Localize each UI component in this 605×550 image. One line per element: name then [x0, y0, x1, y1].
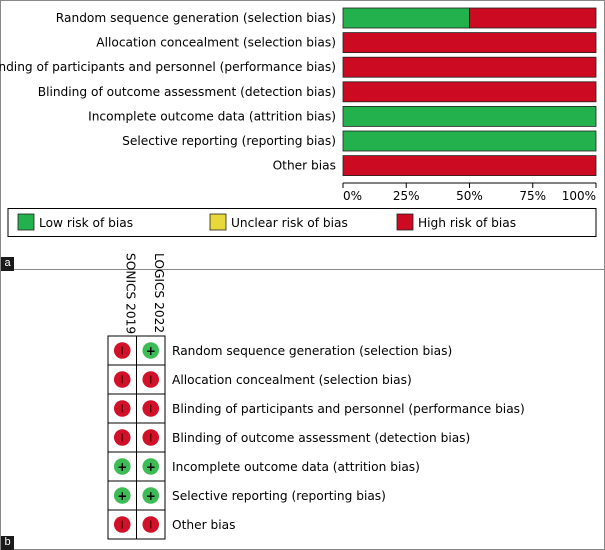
- legend-label-low: Low risk of bias: [39, 216, 133, 230]
- bar-segment-high: [469, 7, 597, 29]
- x-tick-label: 25%: [393, 189, 420, 203]
- bar-segment-high: [342, 155, 597, 177]
- bar-category-label: Other bias: [273, 159, 336, 173]
- bar-category-label: Incomplete outcome data (attrition bias): [88, 109, 336, 123]
- bar-category-label: Random sequence generation (selection bi…: [56, 11, 336, 25]
- x-tick-label: 75%: [519, 189, 546, 203]
- bar-segment-high: [342, 81, 597, 103]
- domain-label: Other bias: [172, 518, 235, 532]
- domain-label: Selective reporting (reporting bias): [172, 489, 386, 503]
- risk-of-bias-bar-chart: Random sequence generation (selection bi…: [0, 7, 597, 237]
- plus-symbol: +: [146, 344, 156, 358]
- plus-symbol: +: [117, 489, 127, 503]
- bar-category-label: Blinding of participants and personnel (…: [0, 60, 336, 74]
- study-header: SONICS 2019: [123, 253, 137, 334]
- domain-label: Random sequence generation (selection bi…: [172, 344, 452, 358]
- legend-label-unclear: Unclear risk of bias: [231, 216, 348, 230]
- legend-swatch-low: [17, 213, 35, 231]
- bar-segment-low: [342, 7, 470, 29]
- bar-segment-low: [342, 130, 597, 152]
- low-risk-dot: [142, 487, 160, 504]
- risk-of-bias-summary-table: SONICS 2019 LOGICS 2022 Random sequence ge…: [107, 253, 525, 540]
- x-tick-label: 100%: [562, 189, 596, 203]
- low-risk-dot: [113, 458, 131, 475]
- low-risk-dot: [142, 342, 160, 359]
- study-header: LOGICS 2022: [152, 253, 166, 333]
- plus-symbol: +: [146, 460, 156, 474]
- panel-label-a: a: [1, 257, 14, 271]
- x-tick-label: 50%: [456, 189, 483, 203]
- domain-label: Blinding of participants and personnel (…: [172, 402, 525, 416]
- domain-label: Allocation concealment (selection bias): [172, 373, 412, 387]
- legend-swatch-unclear: [209, 213, 227, 231]
- plus-symbol: +: [117, 460, 127, 474]
- bar-category-label: Allocation concealment (selection bias): [96, 36, 336, 50]
- low-risk-dot: [142, 458, 160, 475]
- domain-label: Incomplete outcome data (attrition bias): [172, 460, 420, 474]
- legend-label-high: High risk of bias: [418, 216, 516, 230]
- low-risk-dot: [113, 487, 131, 504]
- domain-label: Blinding of outcome assessment (detectio…: [172, 431, 470, 445]
- panel-label-b: b: [1, 536, 14, 550]
- bar-segment-high: [342, 56, 597, 78]
- x-tick-label: 0%: [343, 189, 362, 203]
- bar-segment-low: [342, 106, 597, 127]
- legend-box: [7, 208, 597, 237]
- bar-category-label: Blinding of outcome assessment (detectio…: [38, 85, 336, 99]
- bar-segment-high: [342, 32, 597, 53]
- legend-swatch-high: [396, 213, 414, 231]
- bar-category-label: Selective reporting (reporting bias): [122, 134, 336, 148]
- plus-symbol: +: [146, 489, 156, 503]
